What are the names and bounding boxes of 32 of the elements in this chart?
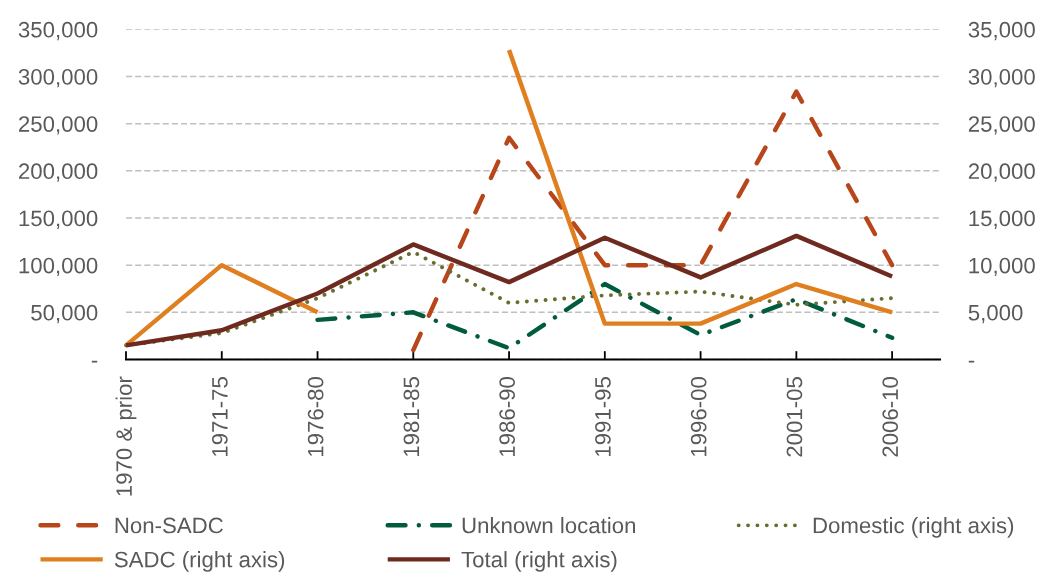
legend-label: Domestic (right axis) — [813, 517, 1014, 538]
y-tick-label: - — [91, 360, 98, 363]
x-tick-label: 1970 & prior — [115, 376, 137, 496]
legend-label: Total (right axis) — [461, 551, 617, 572]
line-series — [411, 89, 895, 353]
y2-tick-label: 10,000 — [969, 257, 1035, 277]
legend-label: SADC (right axis) — [114, 551, 285, 572]
x-tick-label: 1981-85 — [403, 377, 420, 457]
y2-tick-label: 30,000 — [968, 69, 1035, 88]
y2-tick-label: - — [968, 360, 975, 363]
y-tick-label: 100,000 — [19, 257, 98, 277]
y2-tick-label: 20,000 — [968, 163, 1035, 182]
x-tick-label: 2001-05 — [786, 377, 803, 457]
x-tick-label: 1986-90 — [499, 377, 516, 457]
y-tick-label: 150,000 — [19, 210, 98, 229]
y-tick-label: 200,000 — [19, 163, 98, 182]
y2-tick-label: 35,000 — [968, 21, 1035, 41]
y2-tick-label: 25,000 — [968, 116, 1035, 135]
y2-tick-label: 15,000 — [969, 210, 1035, 229]
y-tick-label: 50,000 — [31, 304, 98, 324]
line-series — [315, 281, 895, 351]
x-tick-label: 1991-95 — [595, 377, 611, 457]
x-tick-label: 2006-10 — [882, 377, 899, 457]
y-tick-label: 300,000 — [18, 69, 98, 88]
legend-label: Unknown location — [462, 517, 635, 534]
legend-label: Non-SADC — [115, 517, 223, 534]
y-tick-label: 350,000 — [18, 21, 98, 41]
x-tick-label: 1996-00 — [690, 377, 707, 457]
x-tick-label: 1976-80 — [307, 377, 324, 457]
y2-tick-label: 5,000 — [968, 304, 1023, 324]
x-tick-label: 1971-75 — [211, 377, 228, 457]
y-tick-label: 250,000 — [19, 116, 98, 135]
